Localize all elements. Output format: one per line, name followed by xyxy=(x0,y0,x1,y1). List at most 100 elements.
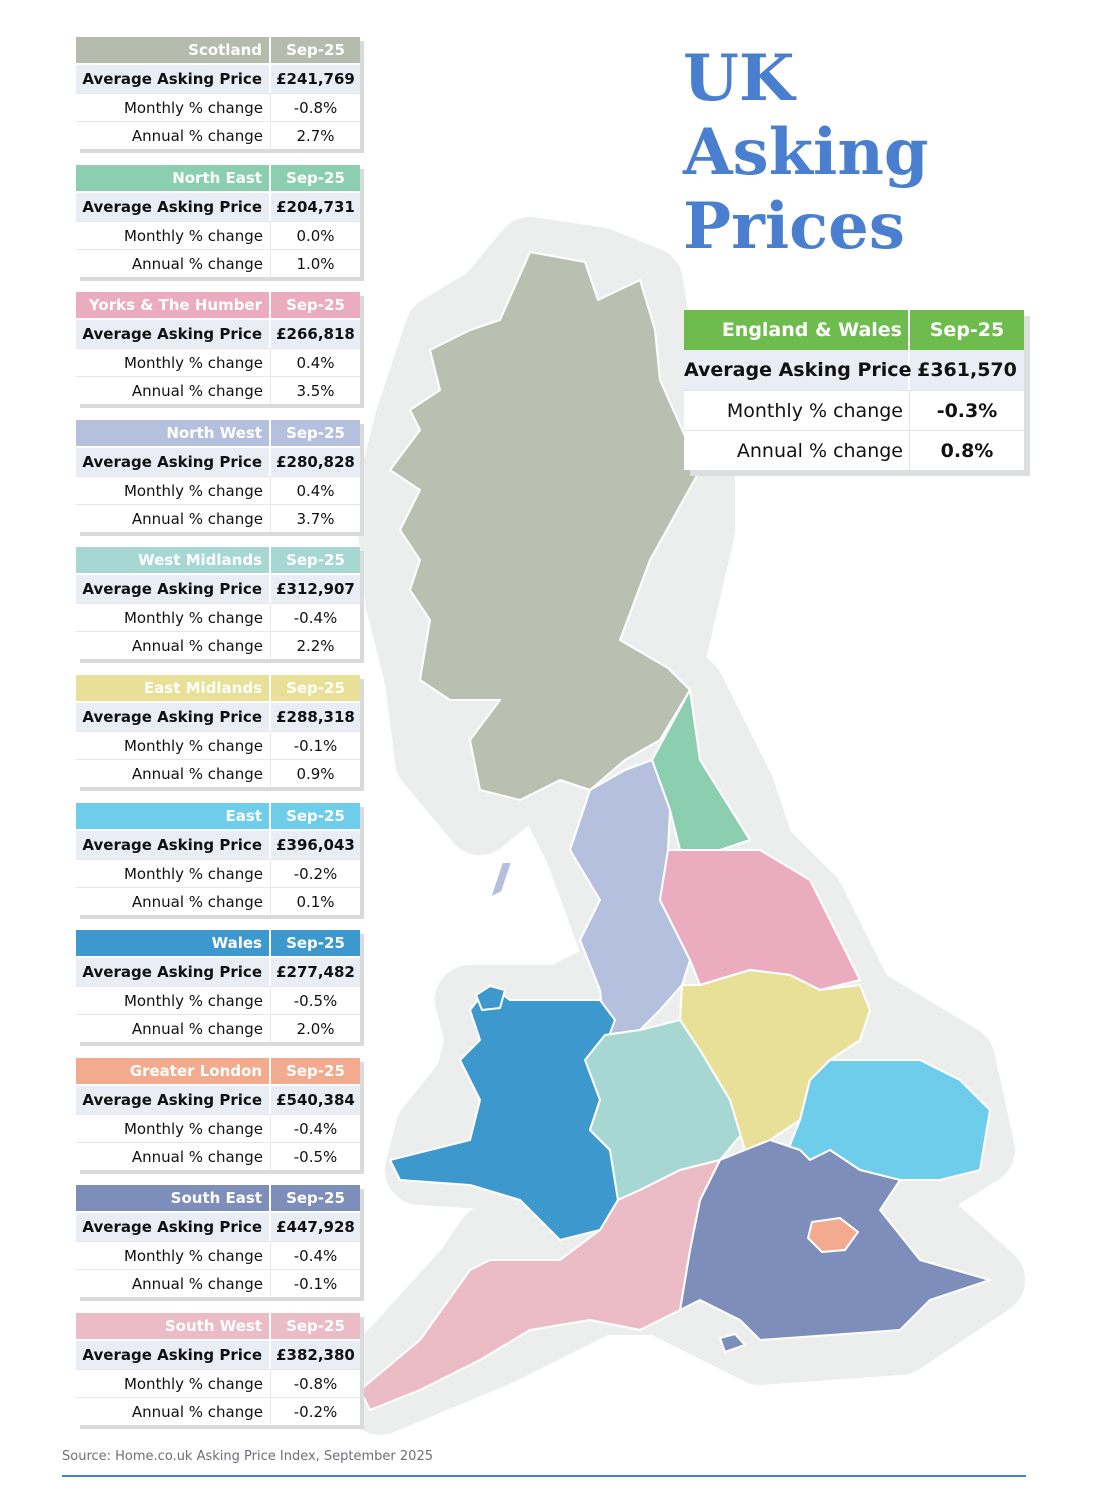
region-south-west xyxy=(359,1159,721,1411)
monthly-change-value: -0.5% xyxy=(293,992,338,1010)
region-scotland xyxy=(389,251,701,801)
annual-change-label: Annual % change xyxy=(76,122,271,149)
region-period: Sep-25 xyxy=(286,1189,345,1207)
region-name: West Midlands xyxy=(76,547,271,573)
avg-price-label: Average Asking Price xyxy=(76,1086,271,1114)
annual-change-value: 3.5% xyxy=(296,382,335,400)
region-table-wales: Wales Sep-25 Average Asking Price £277,4… xyxy=(76,930,360,1042)
avg-price-label: Average Asking Price xyxy=(76,1213,271,1241)
title-line-1: UK xyxy=(683,41,795,116)
annual-change-value: -0.1% xyxy=(293,1275,338,1293)
region-period: Sep-25 xyxy=(286,934,345,952)
annual-change-value: -0.2% xyxy=(293,1403,338,1421)
monthly-change-value: 0.4% xyxy=(296,482,335,500)
region-header: Greater London Sep-25 xyxy=(76,1058,360,1084)
monthly-change-value: -0.8% xyxy=(293,1375,338,1393)
annual-change-row: Annual % change -0.5% xyxy=(76,1142,360,1170)
region-period: Sep-25 xyxy=(286,1062,345,1080)
england-wales-monthly-value: -0.3% xyxy=(936,400,998,422)
monthly-change-row: Monthly % change -0.2% xyxy=(76,859,360,887)
england-wales-annual-row: Annual % change 0.8% xyxy=(684,430,1024,470)
monthly-change-row: Monthly % change -0.4% xyxy=(76,603,360,631)
region-period: Sep-25 xyxy=(286,41,345,59)
annual-change-row: Annual % change 2.7% xyxy=(76,121,360,149)
monthly-change-label: Monthly % change xyxy=(76,732,271,759)
region-header: North East Sep-25 xyxy=(76,165,360,191)
avg-price-row: Average Asking Price £447,928 xyxy=(76,1213,360,1241)
monthly-change-label: Monthly % change xyxy=(76,860,271,887)
avg-price-label: Average Asking Price xyxy=(76,65,271,93)
region-name: East xyxy=(76,803,271,829)
region-table-east-midlands: East Midlands Sep-25 Average Asking Pric… xyxy=(76,675,360,787)
england-wales-header: England & Wales Sep-25 xyxy=(684,310,1024,350)
region-wales xyxy=(389,984,619,1241)
england-wales-avg-value: £361,570 xyxy=(917,359,1017,381)
region-table-scotland: Scotland Sep-25 Average Asking Price £24… xyxy=(76,37,360,149)
annual-change-row: Annual % change 2.0% xyxy=(76,1014,360,1042)
annual-change-label: Annual % change xyxy=(76,1015,271,1042)
region-period: Sep-25 xyxy=(286,424,345,442)
annual-change-row: Annual % change -0.1% xyxy=(76,1269,360,1297)
annual-change-value: 0.9% xyxy=(296,765,335,783)
monthly-change-row: Monthly % change 0.0% xyxy=(76,221,360,249)
title-line-3: Prices xyxy=(683,189,905,264)
annual-change-row: Annual % change 0.9% xyxy=(76,759,360,787)
annual-change-label: Annual % change xyxy=(76,377,271,404)
region-header: South East Sep-25 xyxy=(76,1185,360,1211)
monthly-change-value: -0.4% xyxy=(293,609,338,627)
monthly-change-row: Monthly % change 0.4% xyxy=(76,348,360,376)
avg-price-row: Average Asking Price £266,818 xyxy=(76,320,360,348)
avg-price-row: Average Asking Price £280,828 xyxy=(76,448,360,476)
avg-price-value: £312,907 xyxy=(276,580,355,598)
avg-price-label: Average Asking Price xyxy=(76,831,271,859)
region-header: South West Sep-25 xyxy=(76,1313,360,1339)
annual-change-row: Annual % change 3.7% xyxy=(76,504,360,532)
map-regions xyxy=(359,251,991,1411)
avg-price-label: Average Asking Price xyxy=(76,193,271,221)
monthly-change-label: Monthly % change xyxy=(76,1115,271,1142)
region-period: Sep-25 xyxy=(286,679,345,697)
annual-change-label: Annual % change xyxy=(76,505,271,532)
annual-change-row: Annual % change 2.2% xyxy=(76,631,360,659)
annual-change-value: 2.0% xyxy=(296,1020,335,1038)
region-table-east: East Sep-25 Average Asking Price £396,04… xyxy=(76,803,360,915)
england-wales-period: Sep-25 xyxy=(929,319,1005,341)
avg-price-row: Average Asking Price £540,384 xyxy=(76,1086,360,1114)
region-name: Wales xyxy=(76,930,271,956)
region-london xyxy=(807,1217,859,1253)
region-period: Sep-25 xyxy=(286,296,345,314)
monthly-change-label: Monthly % change xyxy=(76,987,271,1014)
annual-change-value: -0.5% xyxy=(293,1148,338,1166)
region-name: Greater London xyxy=(76,1058,271,1084)
footer-rule xyxy=(62,1475,1026,1477)
region-header: North West Sep-25 xyxy=(76,420,360,446)
annual-change-value: 3.7% xyxy=(296,510,335,528)
avg-price-label: Average Asking Price xyxy=(76,448,271,476)
avg-price-label: Average Asking Price xyxy=(76,320,271,348)
avg-price-row: Average Asking Price £277,482 xyxy=(76,958,360,986)
monthly-change-row: Monthly % change -0.8% xyxy=(76,1369,360,1397)
avg-price-value: £288,318 xyxy=(276,708,355,726)
region-table-yorks-the-humber: Yorks & The Humber Sep-25 Average Asking… xyxy=(76,292,360,404)
annual-change-value: 2.7% xyxy=(296,127,335,145)
england-wales-name: England & Wales xyxy=(684,310,910,350)
monthly-change-value: -0.4% xyxy=(293,1120,338,1138)
avg-price-value: £447,928 xyxy=(276,1218,355,1236)
monthly-change-row: Monthly % change -0.8% xyxy=(76,93,360,121)
avg-price-value: £396,043 xyxy=(276,836,355,854)
avg-price-label: Average Asking Price xyxy=(76,575,271,603)
region-anglesey xyxy=(475,985,506,1011)
annual-change-row: Annual % change 3.5% xyxy=(76,376,360,404)
monthly-change-value: 0.4% xyxy=(296,354,335,372)
region-name: South East xyxy=(76,1185,271,1211)
england-wales-annual-label: Annual % change xyxy=(684,431,910,470)
region-table-south-east: South East Sep-25 Average Asking Price £… xyxy=(76,1185,360,1297)
region-table-south-west: South West Sep-25 Average Asking Price £… xyxy=(76,1313,360,1425)
region-period: Sep-25 xyxy=(286,551,345,569)
monthly-change-label: Monthly % change xyxy=(76,477,271,504)
annual-change-label: Annual % change xyxy=(76,888,271,915)
monthly-change-value: 0.0% xyxy=(296,227,335,245)
region-name: North East xyxy=(76,165,271,191)
region-table-greater-london: Greater London Sep-25 Average Asking Pri… xyxy=(76,1058,360,1170)
